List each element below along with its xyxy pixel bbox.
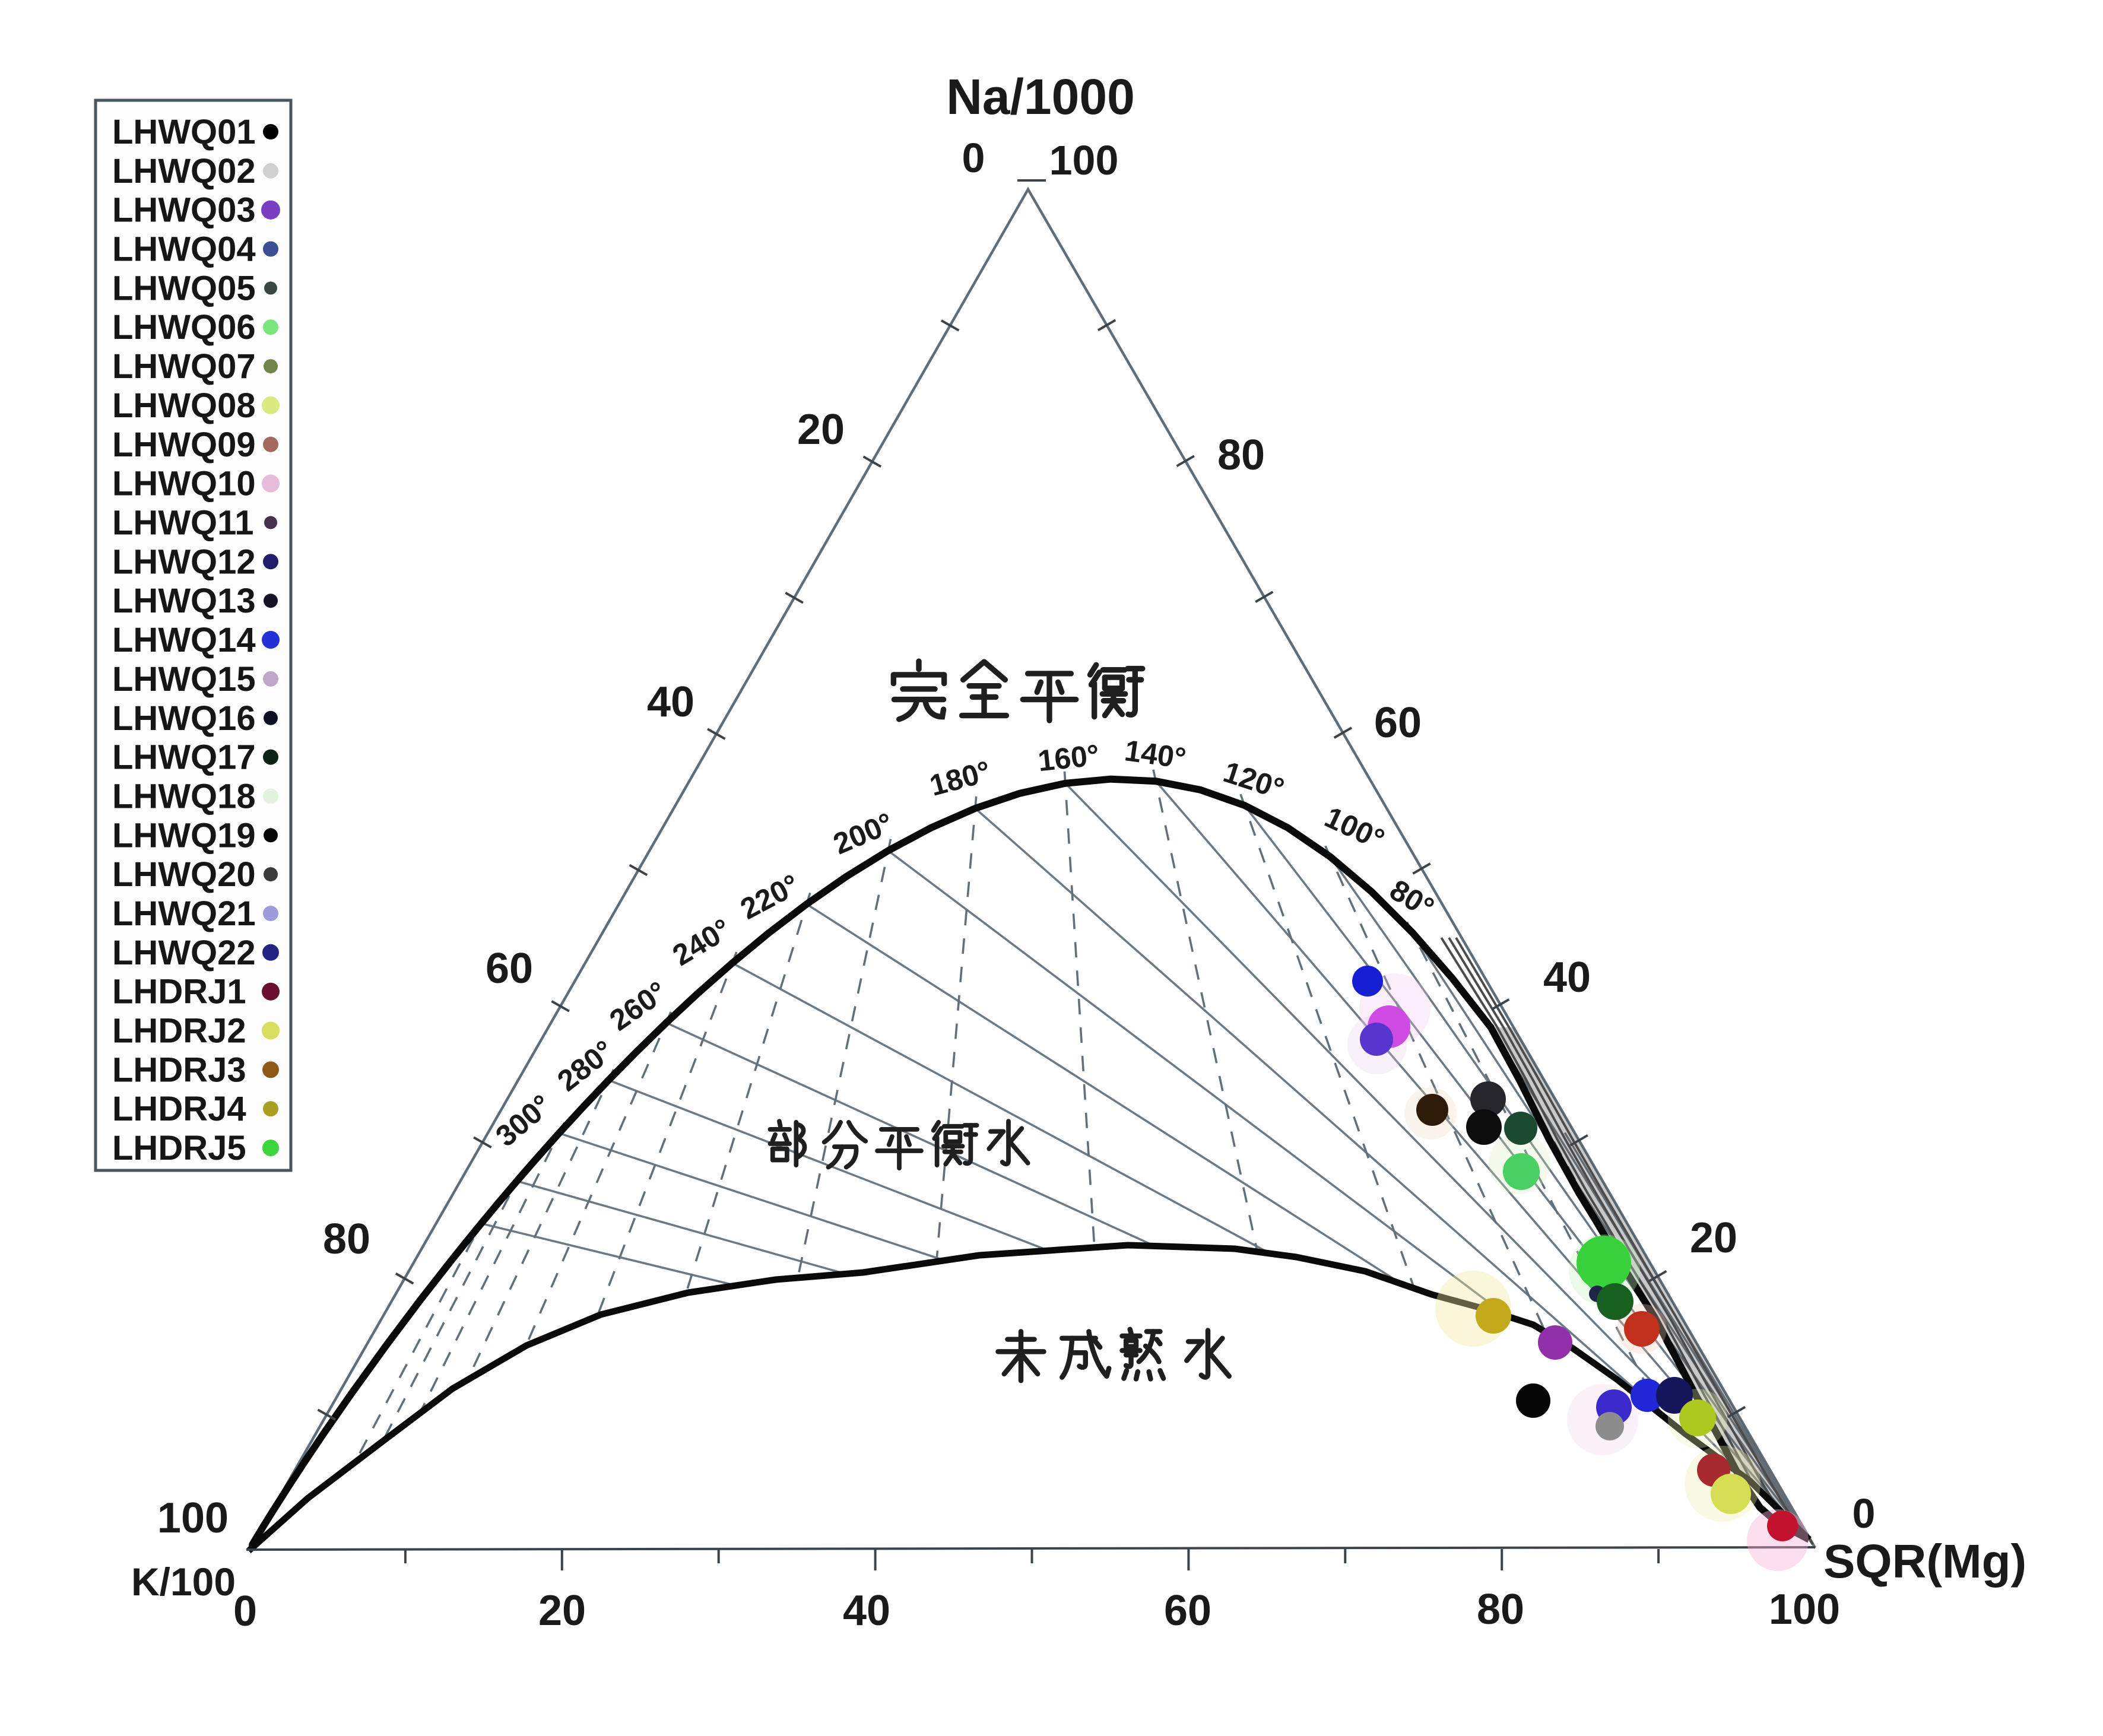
svg-text:Na/1000: Na/1000 — [946, 69, 1135, 125]
svg-text:LHDRJ5: LHDRJ5 — [112, 1129, 246, 1167]
svg-text:80: 80 — [323, 1215, 370, 1263]
svg-text:LHWQ16: LHWQ16 — [112, 699, 256, 738]
svg-text:LHWQ05: LHWQ05 — [112, 269, 256, 307]
svg-text:60: 60 — [1374, 699, 1422, 747]
svg-text:LHWQ02: LHWQ02 — [112, 152, 256, 191]
svg-text:LHWQ17: LHWQ17 — [112, 738, 256, 777]
svg-text:LHDRJ4: LHDRJ4 — [112, 1090, 246, 1128]
svg-text:60: 60 — [1164, 1587, 1211, 1635]
svg-text:LHWQ10: LHWQ10 — [112, 465, 256, 503]
svg-text:LHDRJ1: LHDRJ1 — [112, 973, 246, 1011]
svg-text:60: 60 — [486, 945, 533, 992]
svg-text:20: 20 — [797, 406, 845, 453]
svg-text:LHDRJ3: LHDRJ3 — [112, 1051, 246, 1089]
svg-text:LHWQ03: LHWQ03 — [112, 191, 256, 230]
svg-text:LHWQ12: LHWQ12 — [112, 542, 256, 581]
svg-text:LHWQ09: LHWQ09 — [112, 426, 256, 464]
svg-text:LHWQ08: LHWQ08 — [112, 386, 256, 425]
svg-text:K/100: K/100 — [131, 1560, 236, 1604]
svg-text:20: 20 — [1690, 1214, 1737, 1262]
svg-text:LHWQ01: LHWQ01 — [112, 113, 256, 151]
svg-text:0: 0 — [1853, 1490, 1876, 1537]
svg-text:80: 80 — [1217, 431, 1265, 479]
svg-text:LHWQ15: LHWQ15 — [112, 660, 256, 699]
svg-text:80: 80 — [1477, 1586, 1524, 1633]
svg-text:40: 40 — [843, 1587, 890, 1635]
svg-text:LHWQ19: LHWQ19 — [112, 816, 256, 855]
svg-text:SQR(Mg): SQR(Mg) — [1823, 1535, 2026, 1588]
svg-text:LHDRJ2: LHDRJ2 — [112, 1012, 246, 1051]
svg-text:LHWQ20: LHWQ20 — [112, 855, 256, 894]
svg-text:LHWQ18: LHWQ18 — [112, 777, 256, 815]
svg-text:40: 40 — [1543, 954, 1591, 1001]
svg-text:LHWQ11: LHWQ11 — [112, 504, 254, 542]
svg-text:LHWQ06: LHWQ06 — [112, 308, 256, 347]
svg-text:40: 40 — [647, 678, 694, 726]
svg-text:LHWQ13: LHWQ13 — [112, 582, 256, 620]
svg-text:100: 100 — [1769, 1586, 1840, 1633]
svg-text:0: 0 — [962, 135, 985, 181]
svg-text:0: 0 — [233, 1588, 257, 1635]
svg-text:20: 20 — [538, 1587, 586, 1635]
svg-text:LHWQ07: LHWQ07 — [112, 347, 256, 386]
svg-text:LHWQ14: LHWQ14 — [112, 621, 256, 659]
svg-text:LHWQ21: LHWQ21 — [112, 894, 256, 933]
svg-text:LHWQ22: LHWQ22 — [112, 934, 256, 972]
svg-text:160°: 160° — [1036, 738, 1101, 778]
svg-text:LHWQ04: LHWQ04 — [112, 230, 256, 269]
svg-text:100: 100 — [157, 1494, 229, 1542]
svg-text:100: 100 — [1049, 137, 1119, 183]
